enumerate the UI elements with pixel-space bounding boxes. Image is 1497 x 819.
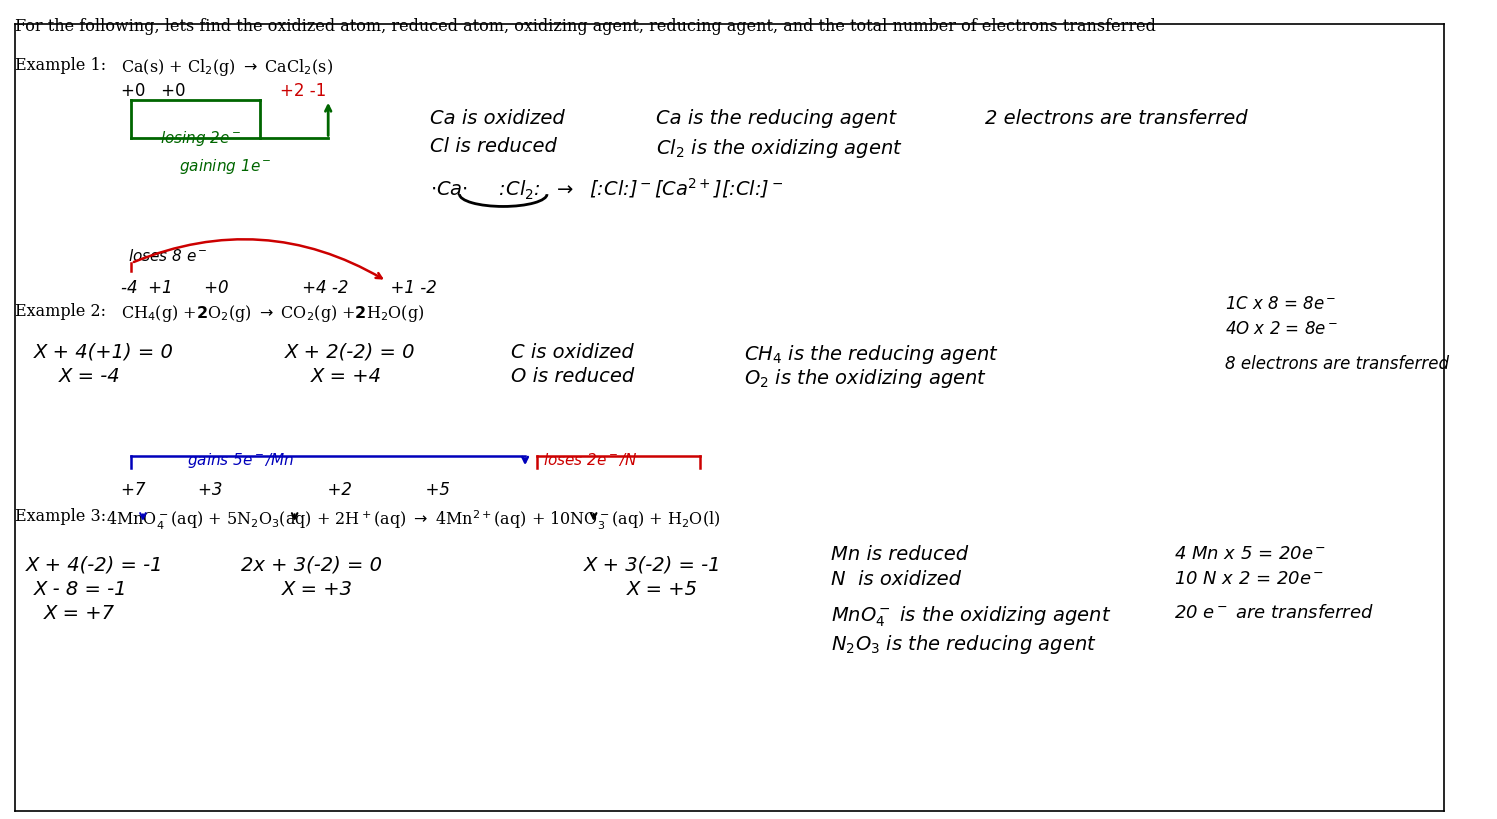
Text: C is oxidized: C is oxidized	[510, 342, 633, 361]
Text: Mn is reduced: Mn is reduced	[831, 545, 969, 563]
Text: X - 8 = -1: X - 8 = -1	[33, 579, 127, 598]
Text: gaining 1e$^-$: gaining 1e$^-$	[180, 157, 272, 176]
Text: 8 electrons are transferred: 8 electrons are transferred	[1225, 355, 1449, 373]
Text: loses 2e$^-$/N: loses 2e$^-$/N	[542, 450, 638, 468]
Text: N  is oxidized: N is oxidized	[831, 569, 961, 588]
Text: X = -4: X = -4	[58, 367, 120, 386]
Text: Cl$_2$ is the oxidizing agent: Cl$_2$ is the oxidizing agent	[656, 137, 903, 160]
Text: 2x + 3(-2) = 0: 2x + 3(-2) = 0	[241, 555, 382, 574]
Text: Cl is reduced: Cl is reduced	[430, 137, 557, 156]
Text: 4 Mn x 5 = 20e$^-$: 4 Mn x 5 = 20e$^-$	[1174, 545, 1326, 563]
Text: O is reduced: O is reduced	[510, 367, 633, 386]
Text: Ca(s) + Cl$_2$(g) $\rightarrow$ CaCl$_2$(s): Ca(s) + Cl$_2$(g) $\rightarrow$ CaCl$_2$…	[121, 57, 332, 79]
Text: X = +5: X = +5	[627, 579, 698, 598]
Text: For the following, lets find the oxidized atom, reduced atom, oxidizing agent, r: For the following, lets find the oxidize…	[15, 18, 1156, 35]
Text: X + 3(-2) = -1: X + 3(-2) = -1	[584, 555, 722, 574]
Text: O$_2$ is the oxidizing agent: O$_2$ is the oxidizing agent	[744, 367, 987, 390]
Text: X + 2(-2) = 0: X + 2(-2) = 0	[284, 342, 415, 361]
Text: X = +3: X = +3	[281, 579, 352, 598]
Text: X + 4(-2) = -1: X + 4(-2) = -1	[27, 555, 163, 574]
Text: X = +4: X = +4	[311, 367, 382, 386]
Text: Ca is the reducing agent: Ca is the reducing agent	[656, 109, 897, 128]
Text: 2 electrons are transferred: 2 electrons are transferred	[985, 109, 1247, 128]
Text: losing 2e$^-$: losing 2e$^-$	[160, 129, 241, 147]
Text: 4O x 2 = 8e$^-$: 4O x 2 = 8e$^-$	[1225, 319, 1338, 337]
Text: 4MnO$_4^-$(aq) + 5N$_2$O$_3$(aq) + 2H$^+$(aq) $\rightarrow$ 4Mn$^{2+}$(aq) + 10N: 4MnO$_4^-$(aq) + 5N$_2$O$_3$(aq) + 2H$^+…	[106, 508, 722, 531]
Text: 1C x 8 = 8e$^-$: 1C x 8 = 8e$^-$	[1225, 295, 1337, 313]
Text: N$_2$O$_3$ is the reducing agent: N$_2$O$_3$ is the reducing agent	[831, 632, 1097, 655]
Text: gains 5e$^-$/Mn: gains 5e$^-$/Mn	[187, 450, 293, 469]
Text: Example 3:: Example 3:	[15, 508, 106, 525]
Text: X + 4(+1) = 0: X + 4(+1) = 0	[33, 342, 174, 361]
Text: +0   +0: +0 +0	[121, 82, 186, 100]
Text: +2 -1: +2 -1	[280, 82, 326, 100]
Text: loses 8 e$^-$: loses 8 e$^-$	[129, 247, 208, 264]
Text: CH$_4$ is the reducing agent: CH$_4$ is the reducing agent	[744, 342, 998, 365]
Text: 20 e$^-$ are transferred: 20 e$^-$ are transferred	[1174, 604, 1374, 622]
Text: X = +7: X = +7	[43, 603, 115, 622]
Text: Example 2:: Example 2:	[15, 303, 106, 320]
Text: +7          +3                    +2              +5: +7 +3 +2 +5	[121, 481, 451, 499]
Text: -4  +1      +0              +4 -2        +1 -2: -4 +1 +0 +4 -2 +1 -2	[121, 278, 437, 296]
Text: 10 N x 2 = 20e$^-$: 10 N x 2 = 20e$^-$	[1174, 569, 1325, 587]
Text: CH$_4$(g) +$\mathbf{2}$O$_2$(g) $\rightarrow$ CO$_2$(g) +$\mathbf{2}$H$_2$O(g): CH$_4$(g) +$\mathbf{2}$O$_2$(g) $\righta…	[121, 303, 425, 324]
Text: MnO$_4^-$ is the oxidizing agent: MnO$_4^-$ is the oxidizing agent	[831, 604, 1112, 628]
Text: Ca is oxidized: Ca is oxidized	[430, 109, 564, 128]
Text: $\cdot$Ca$\cdot$     :Cl$_2$:  $\rightarrow$  [:Cl:]$^-$[Ca$^{2+}$][:Cl:]$^-$: $\cdot$Ca$\cdot$ :Cl$_2$: $\rightarrow$ …	[430, 176, 783, 201]
Text: Example 1:: Example 1:	[15, 57, 106, 75]
